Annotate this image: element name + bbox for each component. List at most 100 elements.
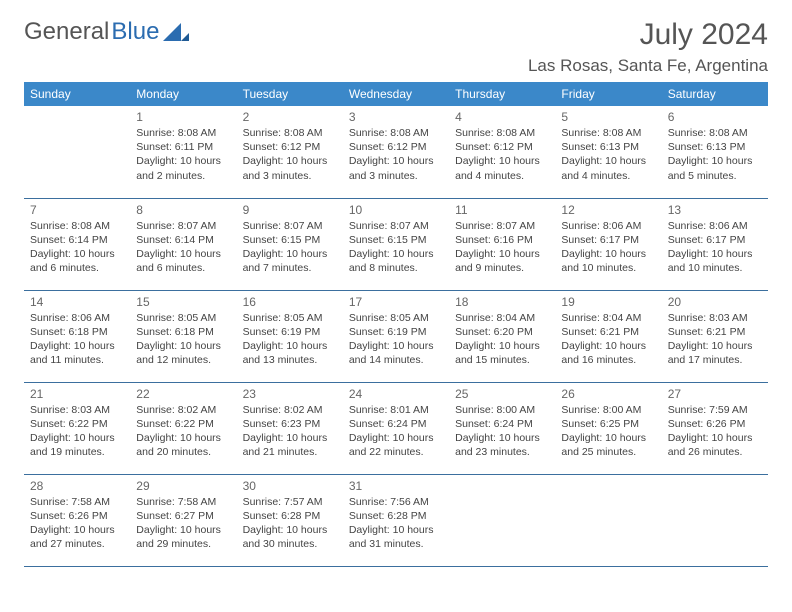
day-info: Sunrise: 7:56 AMSunset: 6:28 PMDaylight:… (349, 495, 443, 552)
day-number: 14 (30, 295, 124, 309)
calendar-cell: 1 Sunrise: 8:08 AMSunset: 6:11 PMDaylight… (130, 106, 236, 198)
info-line: Daylight: 10 hours (30, 431, 124, 445)
info-line: Daylight: 10 hours (561, 154, 655, 168)
day-number: 2 (243, 110, 337, 124)
calendar-cell: 10Sunrise: 8:07 AMSunset: 6:15 PMDayligh… (343, 198, 449, 290)
day-info: Sunrise: 8:03 AMSunset: 6:21 PMDaylight:… (668, 311, 762, 368)
calendar-cell (662, 474, 768, 566)
info-line: Daylight: 10 hours (136, 431, 230, 445)
info-line: Sunrise: 8:03 AM (30, 403, 124, 417)
day-info: Sunrise: 7:57 AMSunset: 6:28 PMDaylight:… (243, 495, 337, 552)
weekday-header: Saturday (662, 82, 768, 106)
info-line: Sunrise: 7:59 AM (668, 403, 762, 417)
day-number: 4 (455, 110, 549, 124)
day-info: Sunrise: 8:08 AMSunset: 6:11 PMDaylight:… (136, 126, 230, 183)
calendar-cell: 11Sunrise: 8:07 AMSunset: 6:16 PMDayligh… (449, 198, 555, 290)
info-line: Sunrise: 8:08 AM (668, 126, 762, 140)
day-info: Sunrise: 8:08 AMSunset: 6:14 PMDaylight:… (30, 219, 124, 276)
day-info: Sunrise: 7:58 AMSunset: 6:27 PMDaylight:… (136, 495, 230, 552)
calendar-cell: 9Sunrise: 8:07 AMSunset: 6:15 PMDaylight… (237, 198, 343, 290)
day-number: 10 (349, 203, 443, 217)
month-year: July 2024 (528, 18, 768, 52)
info-line: Sunset: 6:23 PM (243, 417, 337, 431)
calendar-cell: 30Sunrise: 7:57 AMSunset: 6:28 PMDayligh… (237, 474, 343, 566)
info-line: and 4 minutes. (455, 169, 549, 183)
info-line: and 23 minutes. (455, 445, 549, 459)
calendar-cell: 13Sunrise: 8:06 AMSunset: 6:17 PMDayligh… (662, 198, 768, 290)
calendar-cell: 6Sunrise: 8:08 AMSunset: 6:13 PMDaylight… (662, 106, 768, 198)
info-line: and 21 minutes. (243, 445, 337, 459)
info-line: Sunset: 6:13 PM (561, 140, 655, 154)
info-line: and 10 minutes. (668, 261, 762, 275)
info-line: and 16 minutes. (561, 353, 655, 367)
info-line: Daylight: 10 hours (136, 339, 230, 353)
calendar-cell: 17Sunrise: 8:05 AMSunset: 6:19 PMDayligh… (343, 290, 449, 382)
info-line: and 10 minutes. (561, 261, 655, 275)
info-line: and 20 minutes. (136, 445, 230, 459)
info-line: Daylight: 10 hours (668, 431, 762, 445)
info-line: Sunrise: 8:04 AM (455, 311, 549, 325)
info-line: Sunrise: 8:04 AM (561, 311, 655, 325)
calendar-cell: 5Sunrise: 8:08 AMSunset: 6:13 PMDaylight… (555, 106, 661, 198)
logo-text-1: General (24, 18, 109, 46)
weekday-header-row: Sunday Monday Tuesday Wednesday Thursday… (24, 82, 768, 106)
info-line: Sunset: 6:21 PM (561, 325, 655, 339)
day-info: Sunrise: 8:07 AMSunset: 6:15 PMDaylight:… (243, 219, 337, 276)
day-number: 1 (136, 110, 230, 124)
info-line: and 12 minutes. (136, 353, 230, 367)
day-number: 16 (243, 295, 337, 309)
calendar-cell: 14Sunrise: 8:06 AMSunset: 6:18 PMDayligh… (24, 290, 130, 382)
info-line: Daylight: 10 hours (668, 247, 762, 261)
calendar-cell: 2Sunrise: 8:08 AMSunset: 6:12 PMDaylight… (237, 106, 343, 198)
info-line: Sunset: 6:12 PM (349, 140, 443, 154)
calendar-cell: 29 Sunrise: 7:58 AMSunset: 6:27 PMDayligh… (130, 474, 236, 566)
info-line: Sunset: 6:15 PM (349, 233, 443, 247)
info-line: and 13 minutes. (243, 353, 337, 367)
info-line: and 6 minutes. (30, 261, 124, 275)
day-info: Sunrise: 8:08 AMSunset: 6:12 PMDaylight:… (455, 126, 549, 183)
info-line: and 26 minutes. (668, 445, 762, 459)
logo: GeneralBlue (24, 18, 189, 46)
day-number: 8 (136, 203, 230, 217)
info-line: Daylight: 10 hours (349, 431, 443, 445)
info-line: Sunset: 6:27 PM (136, 509, 230, 523)
info-line: Sunrise: 8:06 AM (561, 219, 655, 233)
calendar-cell: 25Sunrise: 8:00 AMSunset: 6:24 PMDayligh… (449, 382, 555, 474)
info-line: Sunset: 6:22 PM (136, 417, 230, 431)
info-line: Sunset: 6:14 PM (30, 233, 124, 247)
calendar-cell: 7Sunrise: 8:08 AMSunset: 6:14 PMDaylight… (24, 198, 130, 290)
day-number: 29 (136, 479, 230, 493)
info-line: Sunrise: 7:58 AM (136, 495, 230, 509)
day-info: Sunrise: 8:01 AMSunset: 6:24 PMDaylight:… (349, 403, 443, 460)
calendar-cell: 12Sunrise: 8:06 AMSunset: 6:17 PMDayligh… (555, 198, 661, 290)
calendar-cell: 21Sunrise: 8:03 AMSunset: 6:22 PMDayligh… (24, 382, 130, 474)
day-info: Sunrise: 8:05 AMSunset: 6:19 PMDaylight:… (243, 311, 337, 368)
info-line: Sunset: 6:21 PM (668, 325, 762, 339)
day-info: Sunrise: 8:04 AMSunset: 6:21 PMDaylight:… (561, 311, 655, 368)
info-line: Sunset: 6:19 PM (349, 325, 443, 339)
calendar-cell: 19Sunrise: 8:04 AMSunset: 6:21 PMDayligh… (555, 290, 661, 382)
info-line: Sunset: 6:16 PM (455, 233, 549, 247)
info-line: Sunrise: 7:58 AM (30, 495, 124, 509)
info-line: Daylight: 10 hours (243, 247, 337, 261)
day-info: Sunrise: 8:02 AMSunset: 6:23 PMDaylight:… (243, 403, 337, 460)
info-line: and 22 minutes. (349, 445, 443, 459)
info-line: Daylight: 10 hours (243, 339, 337, 353)
info-line: Sunrise: 8:00 AM (455, 403, 549, 417)
day-info: Sunrise: 7:59 AMSunset: 6:26 PMDaylight:… (668, 403, 762, 460)
info-line: Sunrise: 8:03 AM (668, 311, 762, 325)
info-line: Sunrise: 8:08 AM (349, 126, 443, 140)
info-line: Sunrise: 8:05 AM (349, 311, 443, 325)
info-line: Sunset: 6:14 PM (136, 233, 230, 247)
info-line: Daylight: 10 hours (349, 523, 443, 537)
calendar-cell: 27Sunrise: 7:59 AMSunset: 6:26 PMDayligh… (662, 382, 768, 474)
logo-icon (163, 23, 189, 41)
info-line: Daylight: 10 hours (30, 339, 124, 353)
info-line: Daylight: 10 hours (455, 247, 549, 261)
info-line: Sunset: 6:13 PM (668, 140, 762, 154)
info-line: Sunset: 6:18 PM (136, 325, 230, 339)
info-line: Sunrise: 8:01 AM (349, 403, 443, 417)
calendar-cell: 20Sunrise: 8:03 AMSunset: 6:21 PMDayligh… (662, 290, 768, 382)
calendar-cell (449, 474, 555, 566)
info-line: Sunrise: 7:57 AM (243, 495, 337, 509)
